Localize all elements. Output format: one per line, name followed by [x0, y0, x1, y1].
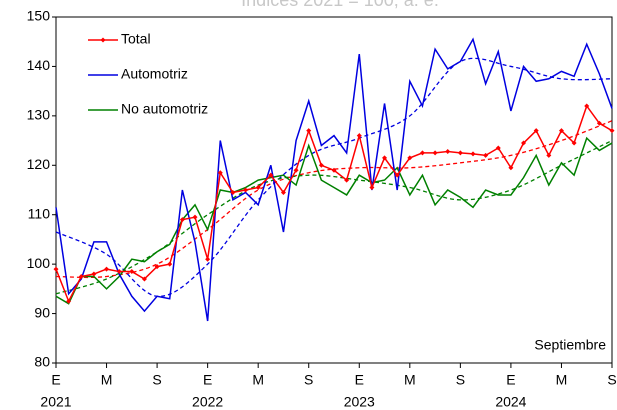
series-line [55, 37, 613, 322]
y-tick-label: 140 [27, 57, 51, 73]
y-tick-label: 100 [27, 255, 51, 271]
point-marker [78, 274, 84, 279]
legend-label: No automotriz [121, 101, 208, 117]
point-marker [255, 185, 261, 191]
series-line [55, 136, 613, 305]
y-tick-label: 90 [34, 304, 50, 320]
y-tick-label: 120 [27, 156, 51, 172]
point-marker [445, 148, 451, 154]
x-tick-label: M [404, 372, 416, 388]
point-marker [167, 261, 173, 267]
point-marker [609, 128, 615, 134]
year-label: 2021 [40, 394, 71, 410]
point-marker [91, 271, 97, 277]
x-tick-label: M [252, 372, 264, 388]
y-tick-label: 150 [27, 8, 51, 24]
legend-marker [100, 37, 106, 43]
point-marker [268, 172, 274, 178]
point-marker [596, 120, 602, 126]
point-marker [470, 151, 476, 157]
point-marker [280, 189, 286, 195]
point-marker [179, 217, 185, 223]
point-marker [344, 177, 350, 183]
point-marker [419, 150, 425, 156]
x-tick-label: S [456, 372, 465, 388]
point-marker [483, 152, 489, 158]
annotation: Septiembre [534, 337, 606, 353]
point-marker [584, 103, 590, 109]
x-tick-label: E [51, 372, 60, 388]
point-marker [521, 140, 527, 146]
point-marker [369, 185, 375, 191]
legend-label: Automotriz [121, 66, 188, 82]
year-label: 2022 [192, 394, 223, 410]
y-tick-label: 110 [28, 205, 51, 221]
point-marker [432, 150, 438, 156]
x-tick-label: E [355, 372, 364, 388]
point-marker [66, 298, 72, 304]
point-marker [457, 150, 463, 156]
point-marker [394, 172, 400, 178]
point-marker [495, 145, 501, 151]
point-marker [546, 152, 552, 158]
point-marker [243, 187, 249, 193]
point-marker [217, 170, 223, 176]
point-marker [141, 276, 147, 282]
x-tick-label: E [506, 372, 515, 388]
point-marker [571, 140, 577, 146]
trend-line [55, 57, 613, 297]
point-marker [407, 155, 413, 161]
x-tick-label: S [152, 372, 161, 388]
legend-label: Total [121, 31, 151, 47]
point-marker [508, 165, 514, 171]
y-tick-label: 130 [27, 107, 51, 123]
point-marker [331, 167, 337, 173]
chart-title: Índices 2021 = 100, a. e. [241, 0, 439, 10]
x-tick-label: S [304, 372, 313, 388]
x-tick-label: E [203, 372, 212, 388]
trend-line [55, 139, 613, 295]
plot-frame [55, 16, 613, 364]
point-marker [104, 266, 110, 272]
point-marker [230, 189, 236, 195]
point-marker [533, 128, 539, 134]
point-marker [129, 269, 135, 275]
x-tick-label: M [556, 372, 568, 388]
point-marker [356, 133, 362, 139]
trend-line [55, 120, 613, 279]
point-marker [154, 264, 160, 270]
point-marker [192, 214, 198, 220]
point-marker [53, 266, 59, 272]
x-tick-label: M [101, 372, 113, 388]
point-marker [558, 128, 564, 134]
point-marker [205, 256, 211, 262]
y-tick-label: 80 [34, 354, 50, 370]
point-marker [293, 167, 299, 173]
year-label: 2024 [495, 394, 526, 410]
point-marker [306, 128, 312, 134]
year-label: 2023 [344, 394, 375, 410]
x-tick-label: S [607, 372, 616, 388]
point-marker [318, 162, 324, 168]
point-marker [382, 155, 388, 161]
point-marker [116, 269, 122, 275]
